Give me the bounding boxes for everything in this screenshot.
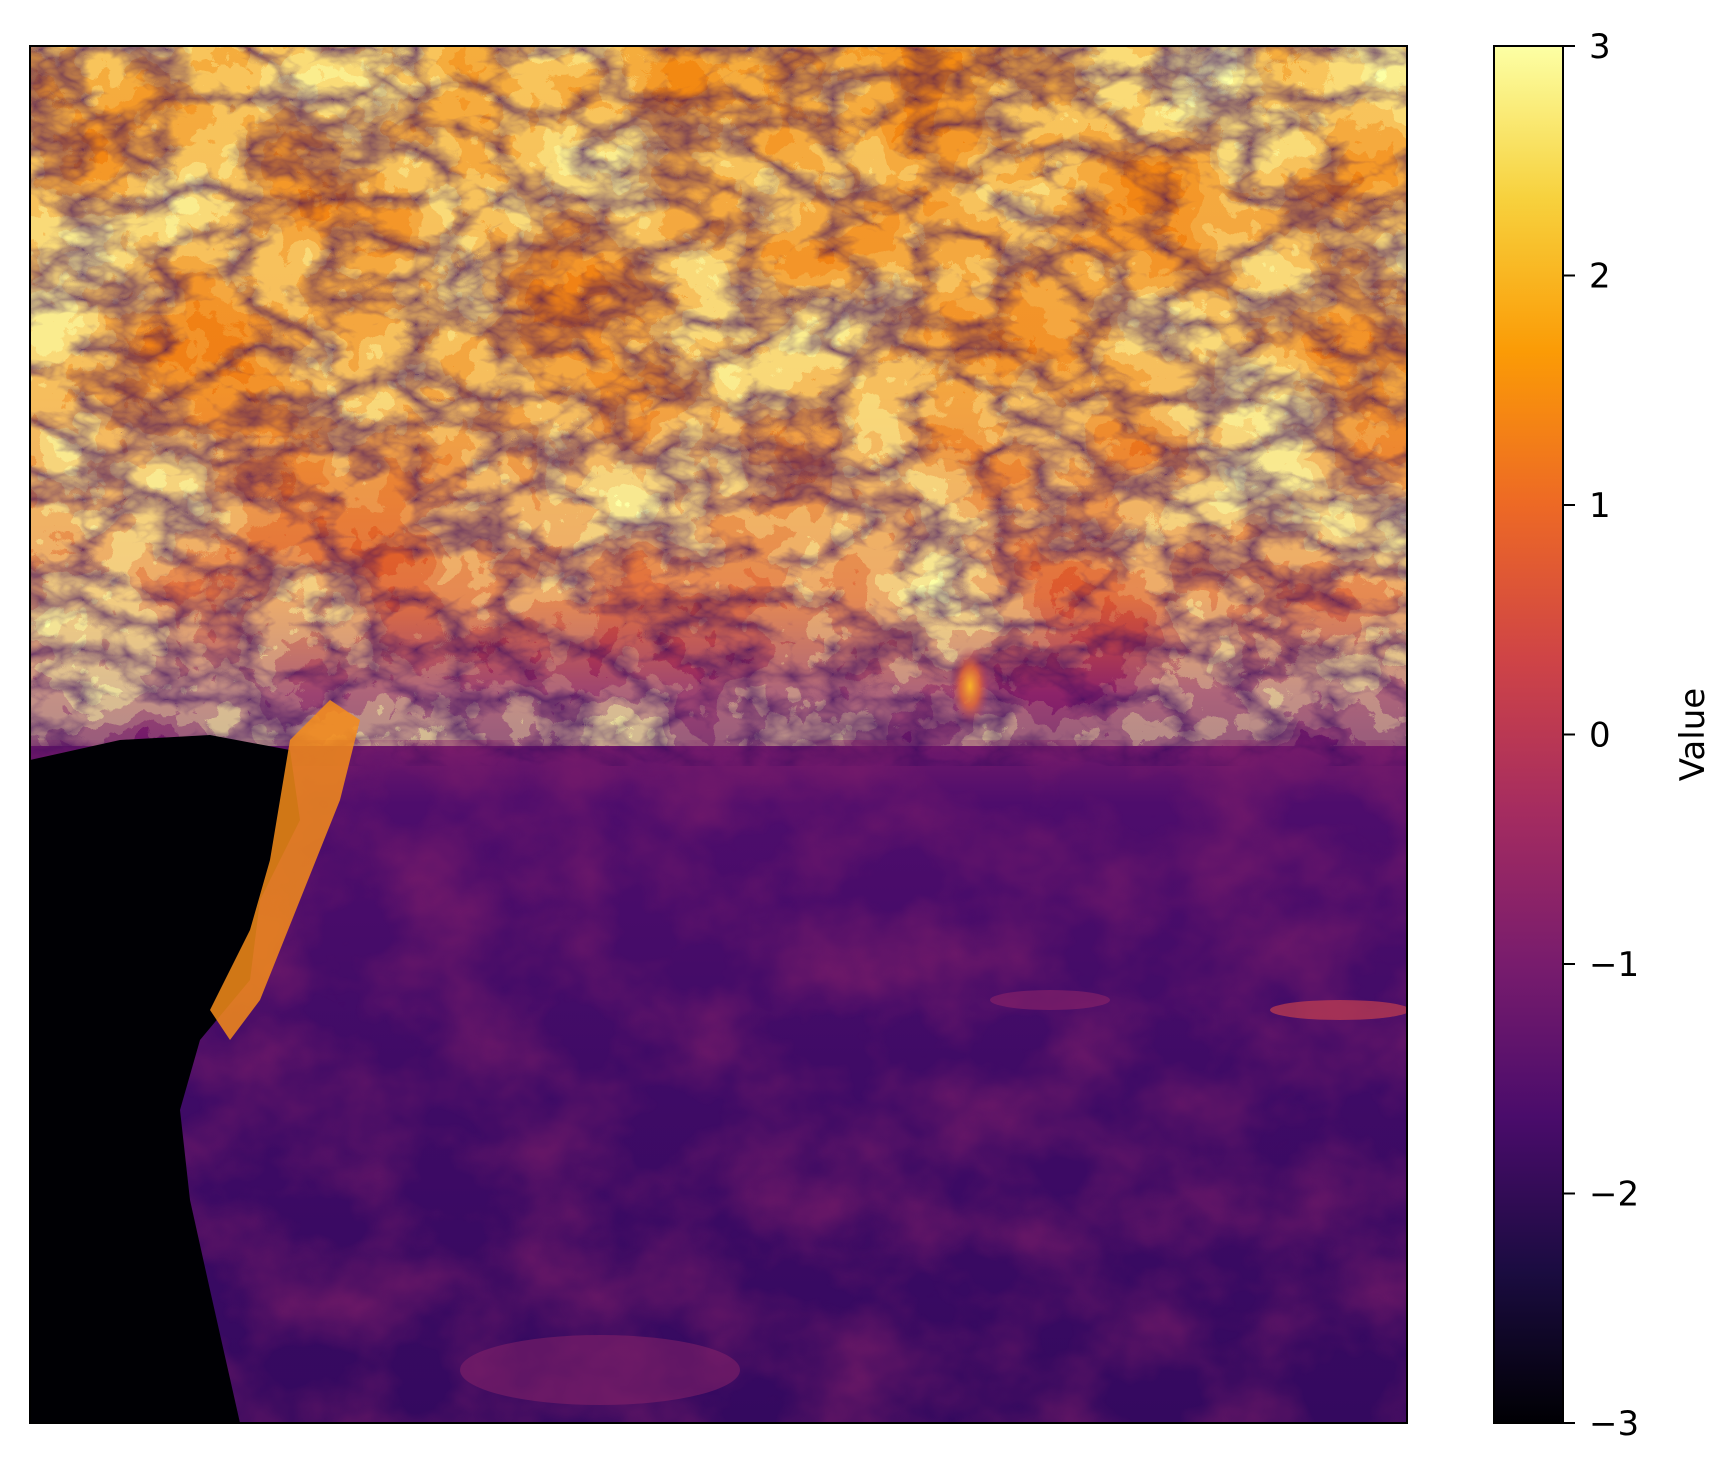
colorbar-gradient (1494, 46, 1563, 1423)
colorbar-tick-label: −3 (1589, 1404, 1639, 1444)
colorbar-tick-label: 3 (1589, 27, 1611, 67)
colorbar-tick-label: −2 (1589, 1175, 1639, 1215)
colorbar: 3 2 1 0 −1 −2 −3 Value (1493, 27, 1713, 1444)
plot-frame (29, 45, 1408, 1424)
colorbar-tick-label: 2 (1589, 257, 1611, 297)
colorbar-tick-label: 0 (1589, 716, 1611, 756)
heatmap-image (30, 46, 1407, 1423)
colorbar-tick-label: −1 (1589, 945, 1639, 985)
colorbar-label: Value (1673, 688, 1713, 781)
colorbar-tick-label: 1 (1589, 486, 1611, 526)
